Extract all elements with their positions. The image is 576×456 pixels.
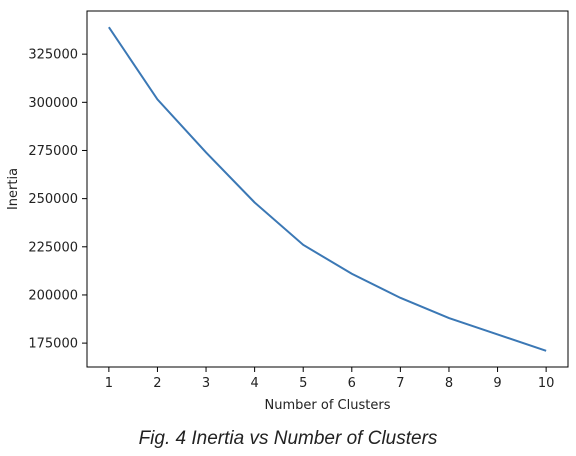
y-tick-label: 250000 <box>28 192 78 207</box>
y-tick-label: 175000 <box>28 337 78 352</box>
y-axis-ticks: 175000 200000 225000 250000 275000 300000 3250… <box>28 48 87 352</box>
x-tick-label: 3 <box>202 376 210 391</box>
y-tick-label: 225000 <box>28 240 78 255</box>
x-axis-title: Number of Clusters <box>265 398 391 413</box>
x-tick-label: 10 <box>538 376 555 391</box>
x-axis-ticks: 1 2 3 4 5 6 7 8 9 10 <box>105 367 555 391</box>
inertia-series-line <box>108 26 547 352</box>
x-tick-label: 9 <box>493 376 501 391</box>
x-tick-label: 6 <box>348 376 356 391</box>
x-tick-label: 7 <box>396 376 404 391</box>
x-tick-label: 1 <box>105 376 113 391</box>
x-tick-label: 5 <box>299 376 307 391</box>
y-tick-label: 300000 <box>28 96 78 111</box>
y-tick-label: 325000 <box>28 48 78 63</box>
plot-area <box>86 10 569 368</box>
x-tick-label: 8 <box>445 376 453 391</box>
line-chart: 175000 200000 225000 250000 275000 300000 3250… <box>6 10 569 413</box>
y-axis-title: Inertia <box>6 168 21 210</box>
figure-caption: Fig. 4 Inertia vs Number of Clusters <box>138 428 438 449</box>
y-tick-label: 200000 <box>28 288 78 303</box>
y-tick-label: 275000 <box>28 144 78 159</box>
x-tick-label: 4 <box>250 376 258 391</box>
x-tick-label: 2 <box>153 376 161 391</box>
